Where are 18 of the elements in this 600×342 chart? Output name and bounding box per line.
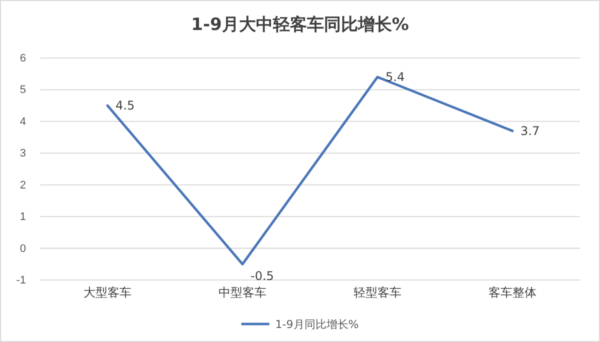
- y-tick-label: 4: [20, 116, 26, 128]
- y-tick-label: 0: [20, 242, 26, 255]
- data-label: 5.4: [386, 70, 405, 84]
- x-tick-label: 客车整体: [488, 286, 536, 300]
- legend-label: 1-9月同比增长%: [275, 318, 359, 331]
- chart-title: 1-9月大中轻客车同比增长%: [191, 15, 409, 35]
- y-tick-label: 1: [20, 211, 26, 224]
- data-label: 3.7: [520, 124, 540, 138]
- x-tick-label: 大型客车: [84, 286, 132, 300]
- data-label: 4.5: [116, 98, 135, 113]
- x-tick-label: 中型客车: [218, 286, 266, 300]
- y-tick-label: -1: [16, 274, 26, 287]
- y-tick-label: 2: [20, 179, 26, 192]
- y-tick-label: 3: [20, 148, 26, 160]
- y-tick-label: 6: [20, 52, 26, 65]
- y-tick-label: 5: [20, 84, 26, 96]
- data-label: -0.5: [250, 269, 274, 284]
- x-tick-label: 轻型客车: [354, 286, 402, 300]
